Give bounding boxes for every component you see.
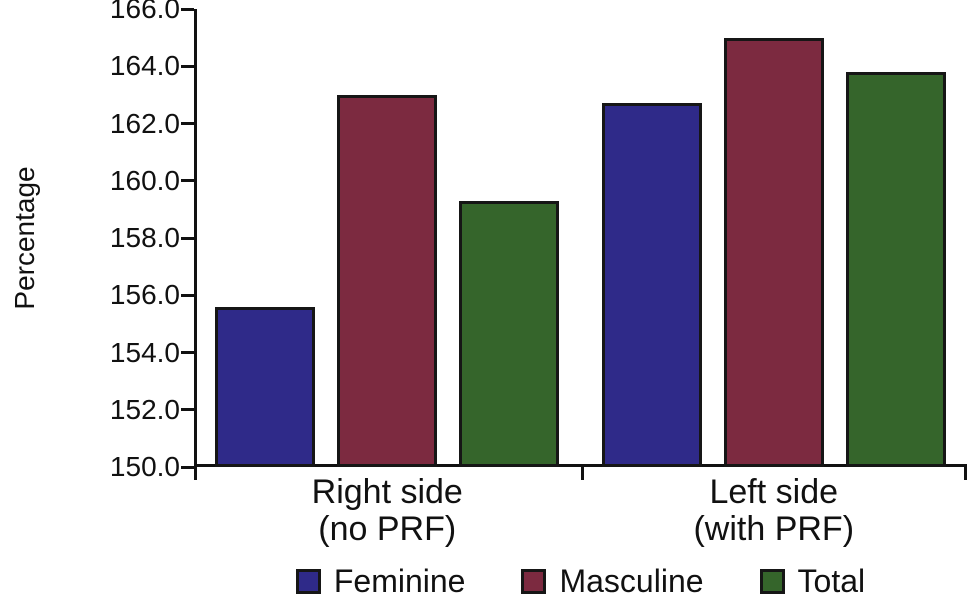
- y-tick-label: 156.0: [109, 279, 180, 311]
- y-tick: [181, 122, 194, 125]
- x-category-label: Left side (with PRF): [614, 474, 934, 548]
- y-tick-label: 162.0: [109, 107, 180, 139]
- y-tick: [181, 293, 194, 297]
- legend: Feminine Masculine Total: [194, 560, 967, 602]
- x-category-label-line: Right side: [311, 473, 463, 511]
- x-axis-line: [194, 464, 967, 467]
- y-tick: [181, 465, 194, 469]
- x-category-label-line: (with PRF): [693, 510, 855, 548]
- legend-item-feminine: Feminine: [295, 563, 466, 599]
- x-tick: [580, 467, 584, 480]
- y-tick: [181, 408, 194, 412]
- legend-label: Total: [797, 563, 866, 599]
- y-tick: [181, 7, 194, 11]
- y-tick-label: 166.0: [109, 0, 180, 24]
- legend-swatch-masculine: [521, 568, 547, 594]
- y-tick-label: 158.0: [109, 222, 180, 253]
- legend-label: Feminine: [333, 563, 466, 599]
- y-tick: [181, 179, 194, 183]
- bar-total-1: [845, 71, 946, 467]
- y-axis-line: [194, 9, 197, 480]
- x-tick: [964, 467, 967, 480]
- y-axis-title: Percentage: [9, 166, 40, 310]
- y-tick: [181, 64, 194, 68]
- y-tick-label: 160.0: [109, 164, 180, 196]
- bar-masculine-1: [723, 37, 824, 467]
- y-tick: [181, 236, 194, 240]
- legend-label: Masculine: [559, 563, 704, 599]
- x-category-label: Right side (no PRF): [227, 474, 547, 548]
- legend-item-masculine: Masculine: [521, 563, 704, 599]
- bar-feminine-1: [601, 103, 702, 467]
- y-tick-label: 152.0: [109, 393, 180, 425]
- y-tick-label: 164.0: [109, 50, 180, 82]
- y-tick: [181, 351, 194, 354]
- y-tick-label: 150.0: [109, 451, 180, 482]
- x-category-label-line: (no PRF): [318, 510, 457, 548]
- bar-feminine-0: [215, 306, 316, 467]
- legend-swatch-total: [759, 568, 785, 594]
- legend-swatch-feminine: [295, 568, 321, 594]
- plot-area: [181, 7, 967, 480]
- x-tick: [194, 467, 197, 480]
- bar-total-0: [459, 200, 560, 467]
- y-tick-label: 154.0: [109, 336, 180, 368]
- legend-item-total: Total: [759, 563, 866, 599]
- x-category-label-line: Left side: [709, 473, 839, 511]
- bar-masculine-0: [337, 94, 438, 467]
